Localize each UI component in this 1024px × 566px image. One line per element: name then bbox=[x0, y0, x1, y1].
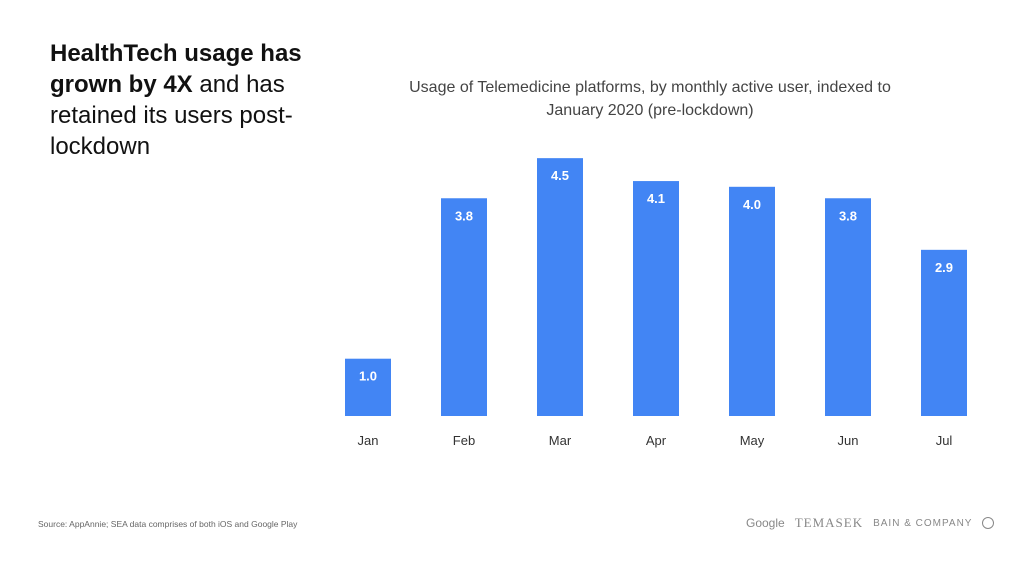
bar-feb bbox=[441, 198, 487, 416]
x-tick-label: Apr bbox=[646, 433, 667, 448]
bar-jun bbox=[825, 198, 871, 416]
temasek-logo: TEMASEK bbox=[794, 515, 864, 530]
partner-logos: Google TEMASEK BAIN & COMPANY bbox=[746, 515, 995, 531]
x-tick-label: Jan bbox=[358, 433, 379, 448]
bar-mar bbox=[537, 158, 583, 416]
x-tick-label: Jul bbox=[936, 433, 953, 448]
google-logo: Google bbox=[746, 516, 785, 530]
data-label: 3.8 bbox=[455, 208, 473, 223]
x-tick-label: Mar bbox=[549, 433, 572, 448]
bar-jan bbox=[345, 358, 391, 416]
bar-apr bbox=[633, 181, 679, 416]
source-note: Source: AppAnnie; SEA data comprises of … bbox=[38, 519, 298, 529]
data-label: 2.9 bbox=[935, 260, 953, 275]
bain-circle-icon bbox=[982, 517, 995, 529]
chart-title: Usage of Telemedicine platforms, by mont… bbox=[409, 79, 891, 119]
x-tick-label: Feb bbox=[453, 433, 475, 448]
bain-logo: BAIN & COMPANY bbox=[873, 517, 973, 529]
bar-may bbox=[729, 186, 775, 416]
data-label: 4.0 bbox=[743, 197, 761, 212]
data-label: 1.0 bbox=[359, 369, 377, 384]
headline-rest: and has retained its users post-lockdown bbox=[50, 71, 293, 160]
data-label: 3.8 bbox=[839, 208, 857, 223]
headline: HealthTech usage has grown by 4X and has… bbox=[50, 38, 330, 162]
x-tick-label: May bbox=[740, 433, 765, 448]
bar-jul bbox=[921, 249, 967, 416]
headline-bold: HealthTech usage has grown by 4X bbox=[50, 40, 302, 98]
x-tick-label: Jun bbox=[838, 433, 859, 448]
data-label: 4.5 bbox=[551, 168, 569, 183]
data-label: 4.1 bbox=[647, 191, 665, 206]
